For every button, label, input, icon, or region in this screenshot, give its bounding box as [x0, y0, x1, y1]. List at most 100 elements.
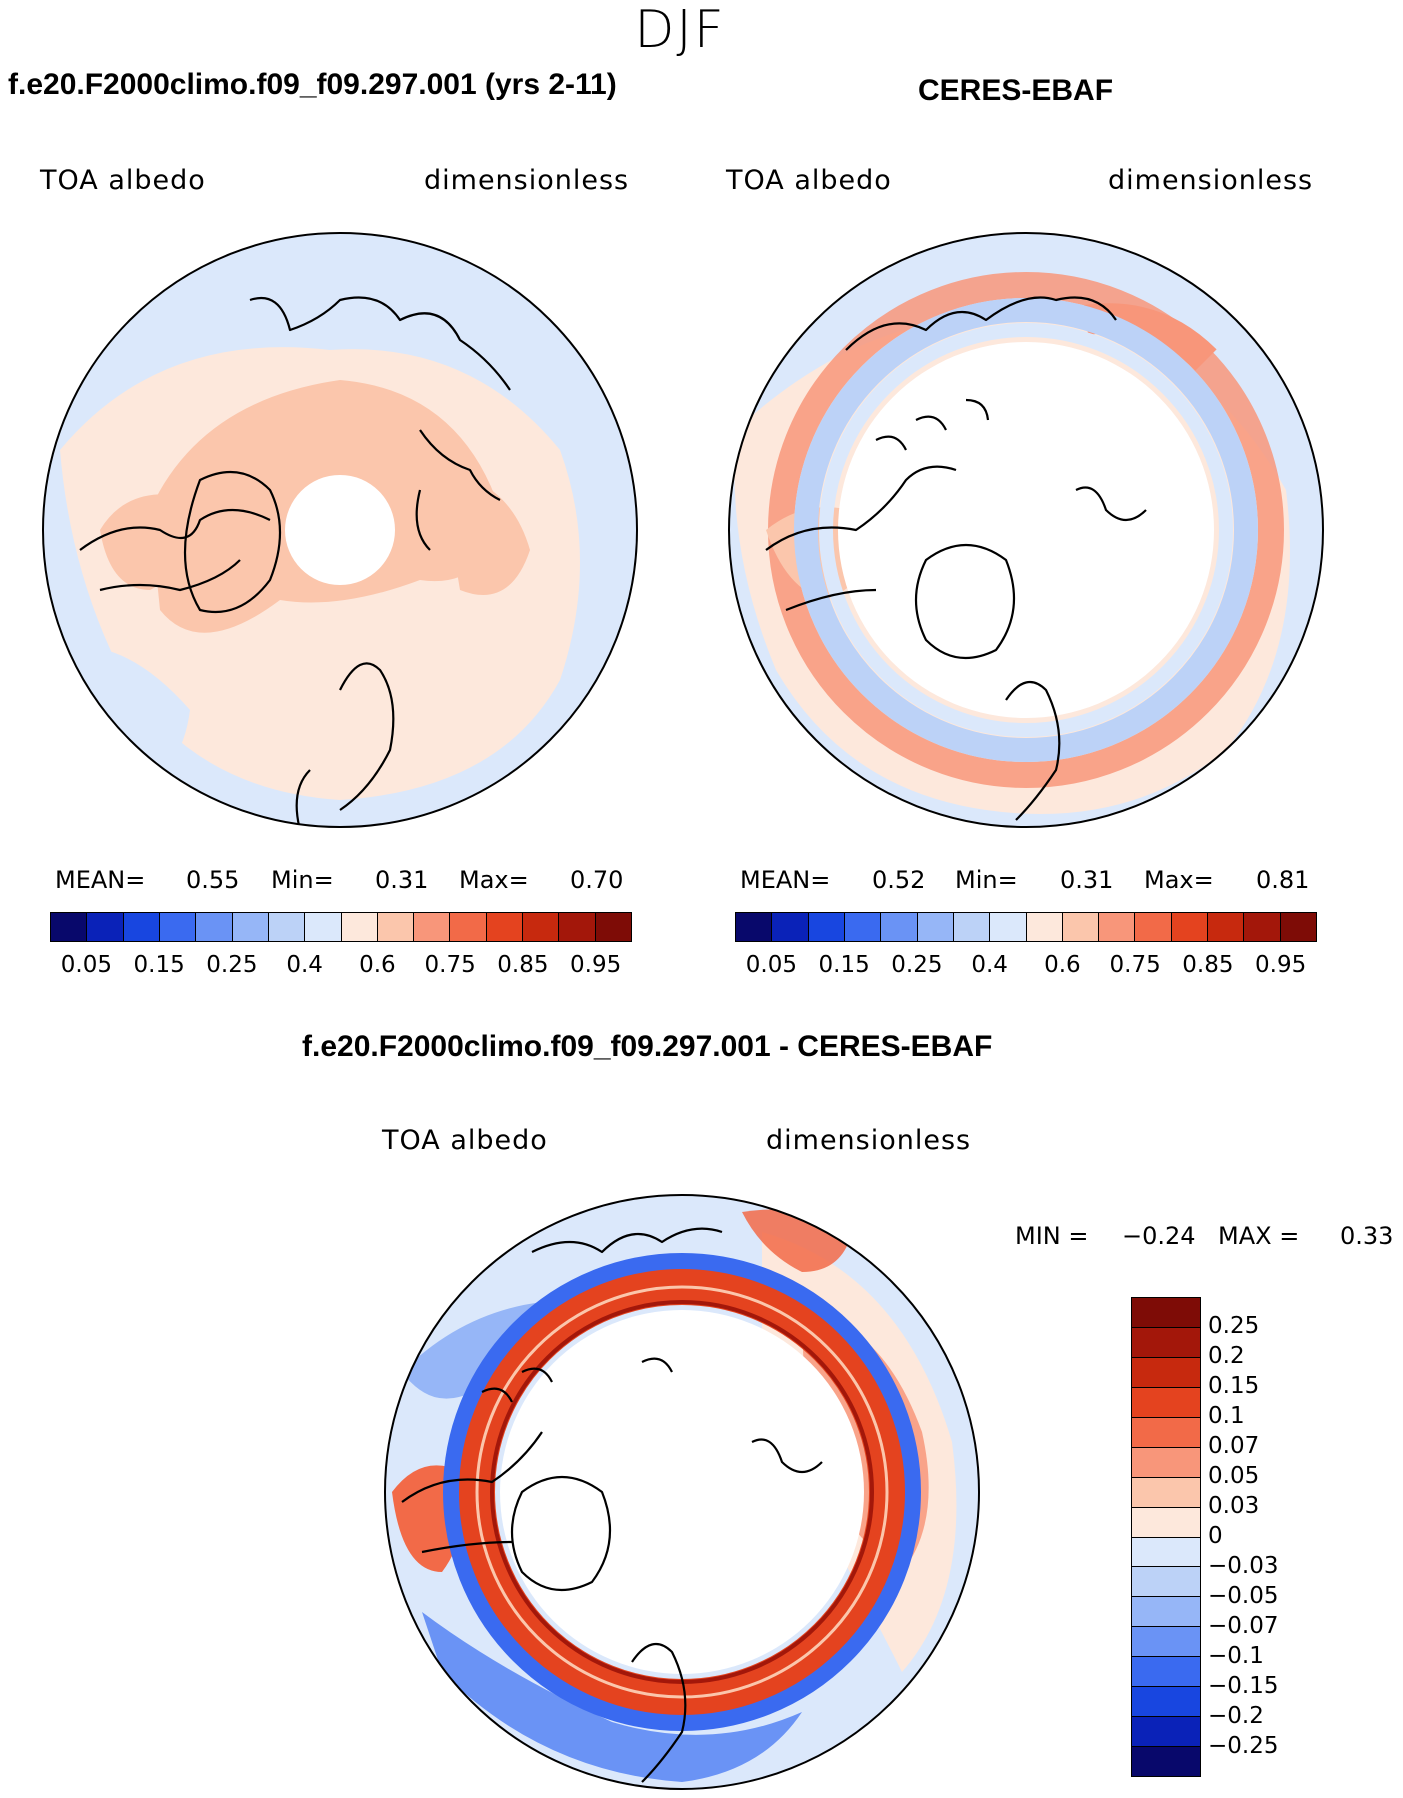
diff-colorbar-swatch	[1132, 1627, 1200, 1658]
obs-colorbar-swatch	[736, 913, 773, 941]
obs-colorbar-swatch	[772, 913, 809, 941]
alaska-coastline	[415, 429, 501, 551]
model-colorbar-tick-label: 0.05	[60, 952, 112, 978]
obs-colorbar-swatch	[808, 913, 845, 941]
diff-colorbar-tick-label: 0.1	[1208, 1403, 1245, 1429]
diff-colorbar-swatch	[1132, 1717, 1200, 1748]
diff-colorbar	[1131, 1297, 1201, 1777]
obs-colorbar-tick-label: 0.05	[745, 952, 797, 978]
obs-min-value: 0.31	[1060, 866, 1114, 894]
model-polar-gap	[285, 475, 395, 585]
canada-coastline	[401, 1431, 543, 1554]
diff-colorbar-tick-label: 0.07	[1208, 1433, 1260, 1459]
model-colorbar-tick-label: 0.4	[286, 952, 323, 978]
obs-units-label: dimensionless	[1108, 165, 1314, 196]
obs-colorbar-swatch	[844, 913, 882, 941]
diff-colorbar-tick-label: −0.1	[1208, 1643, 1264, 1669]
diff-colorbar-swatch	[1132, 1387, 1200, 1418]
diff-polar-gap	[500, 1310, 864, 1674]
siberia-coastline	[249, 296, 511, 391]
diff-colorbar-swatch	[1132, 1357, 1200, 1388]
diff-units-label: dimensionless	[766, 1125, 972, 1156]
diff-colorbar-tick-label: 0	[1208, 1523, 1223, 1549]
obs-variable-label: TOA albedo	[726, 165, 892, 196]
model-colorbar	[50, 912, 632, 942]
obs-colorbar-tick-label: 0.6	[1044, 952, 1081, 978]
obs-min-label: Min=	[955, 866, 1018, 894]
diff-colorbar-swatch	[1132, 1298, 1200, 1328]
model-panel-title: f.e20.F2000climo.f09_f09.297.001 (yrs 2-…	[8, 68, 617, 101]
model-colorbar-swatch	[486, 913, 524, 941]
model-colorbar-tick-label: 0.85	[497, 952, 549, 978]
model-max-value: 0.70	[570, 866, 624, 894]
diff-min-value: −0.24	[1122, 1222, 1196, 1250]
obs-colorbar-tick-label: 0.15	[818, 952, 870, 978]
obs-colorbar	[735, 912, 1317, 942]
greenland-coastline	[914, 543, 1016, 660]
obs-mean-label: MEAN=	[740, 866, 831, 894]
model-colorbar-swatch	[559, 913, 596, 941]
diff-colorbar-swatch	[1132, 1687, 1200, 1718]
siberia-coastline	[531, 1227, 723, 1254]
diff-colorbar-swatch	[1132, 1537, 1200, 1568]
model-colorbar-swatch	[268, 913, 306, 941]
diff-colorbar-swatch	[1132, 1507, 1200, 1538]
model-colorbar-tick-label: 0.6	[359, 952, 396, 978]
diff-colorbar-swatch	[1132, 1327, 1200, 1358]
obs-colorbar-swatch	[953, 913, 991, 941]
obs-colorbar-tick-label: 0.4	[971, 952, 1008, 978]
model-colorbar-tick-label: 0.25	[206, 952, 258, 978]
obs-colorbar-swatch	[1280, 913, 1316, 941]
diff-colorbar-swatch	[1132, 1567, 1200, 1598]
obs-colorbar-swatch	[1208, 913, 1245, 941]
diff-colorbar-swatch	[1132, 1447, 1200, 1478]
diff-colorbar-swatch	[1132, 1477, 1200, 1508]
obs-colorbar-swatch	[1099, 913, 1136, 941]
obs-colorbar-swatch	[1244, 913, 1281, 941]
diff-colorbar-tick-label: −0.07	[1208, 1613, 1279, 1639]
diff-colorbar-tick-label: −0.2	[1208, 1703, 1264, 1729]
canada-coastline	[765, 465, 957, 612]
model-colorbar-swatch	[87, 913, 124, 941]
diff-colorbar-tick-label: −0.03	[1208, 1553, 1279, 1579]
diff-colorbar-swatch	[1132, 1747, 1200, 1776]
siberia-coastline	[845, 296, 1117, 351]
model-colorbar-ticks: 0.05 0.15 0.25 0.4 0.6 0.75 0.85 0.95	[50, 952, 632, 982]
model-mean-label: MEAN=	[55, 866, 146, 894]
diff-colorbar-swatch	[1132, 1417, 1200, 1448]
model-max-label: Max=	[459, 866, 529, 894]
model-min-label: Min=	[271, 866, 334, 894]
obs-colorbar-swatch	[1135, 913, 1172, 941]
obs-colorbar-tick-label: 0.85	[1182, 952, 1234, 978]
model-min-value: 0.31	[375, 866, 429, 894]
model-colorbar-swatch	[414, 913, 451, 941]
obs-colorbar-swatch	[1026, 913, 1063, 941]
obs-colorbar-tick-label: 0.75	[1109, 952, 1161, 978]
model-colorbar-swatch	[595, 913, 631, 941]
arctic-islands-coastline	[875, 398, 1147, 522]
model-colorbar-swatch	[196, 913, 233, 941]
obs-mean-value: 0.52	[872, 866, 926, 894]
diff-panel-title: f.e20.F2000climo.f09_f09.297.001 - CERES…	[302, 1030, 993, 1063]
obs-max-label: Max=	[1144, 866, 1214, 894]
scandinavia-coastline	[631, 1642, 687, 1783]
scandinavia-coastline	[1005, 680, 1061, 821]
canada-coastline	[79, 509, 271, 592]
diff-polar-map	[384, 1194, 980, 1790]
diff-min-label: MIN =	[1015, 1222, 1089, 1250]
season-title: DJF	[634, 0, 726, 60]
diff-max-label: MAX =	[1218, 1222, 1300, 1250]
obs-colorbar-swatch	[990, 913, 1027, 941]
model-colorbar-tick-label: 0.15	[133, 952, 185, 978]
scandinavia-coastline	[295, 662, 395, 827]
model-polar-map	[42, 232, 638, 828]
obs-colorbar-tick-label: 0.25	[891, 952, 943, 978]
diff-variable-label: TOA albedo	[382, 1125, 548, 1156]
diff-colorbar-swatch	[1132, 1597, 1200, 1628]
model-colorbar-tick-label: 0.95	[570, 952, 622, 978]
model-colorbar-swatch	[450, 913, 487, 941]
model-colorbar-swatch	[377, 913, 415, 941]
diff-colorbar-swatch	[1132, 1657, 1200, 1688]
arctic-islands-coastline	[481, 1357, 823, 1474]
obs-max-value: 0.81	[1256, 866, 1310, 894]
